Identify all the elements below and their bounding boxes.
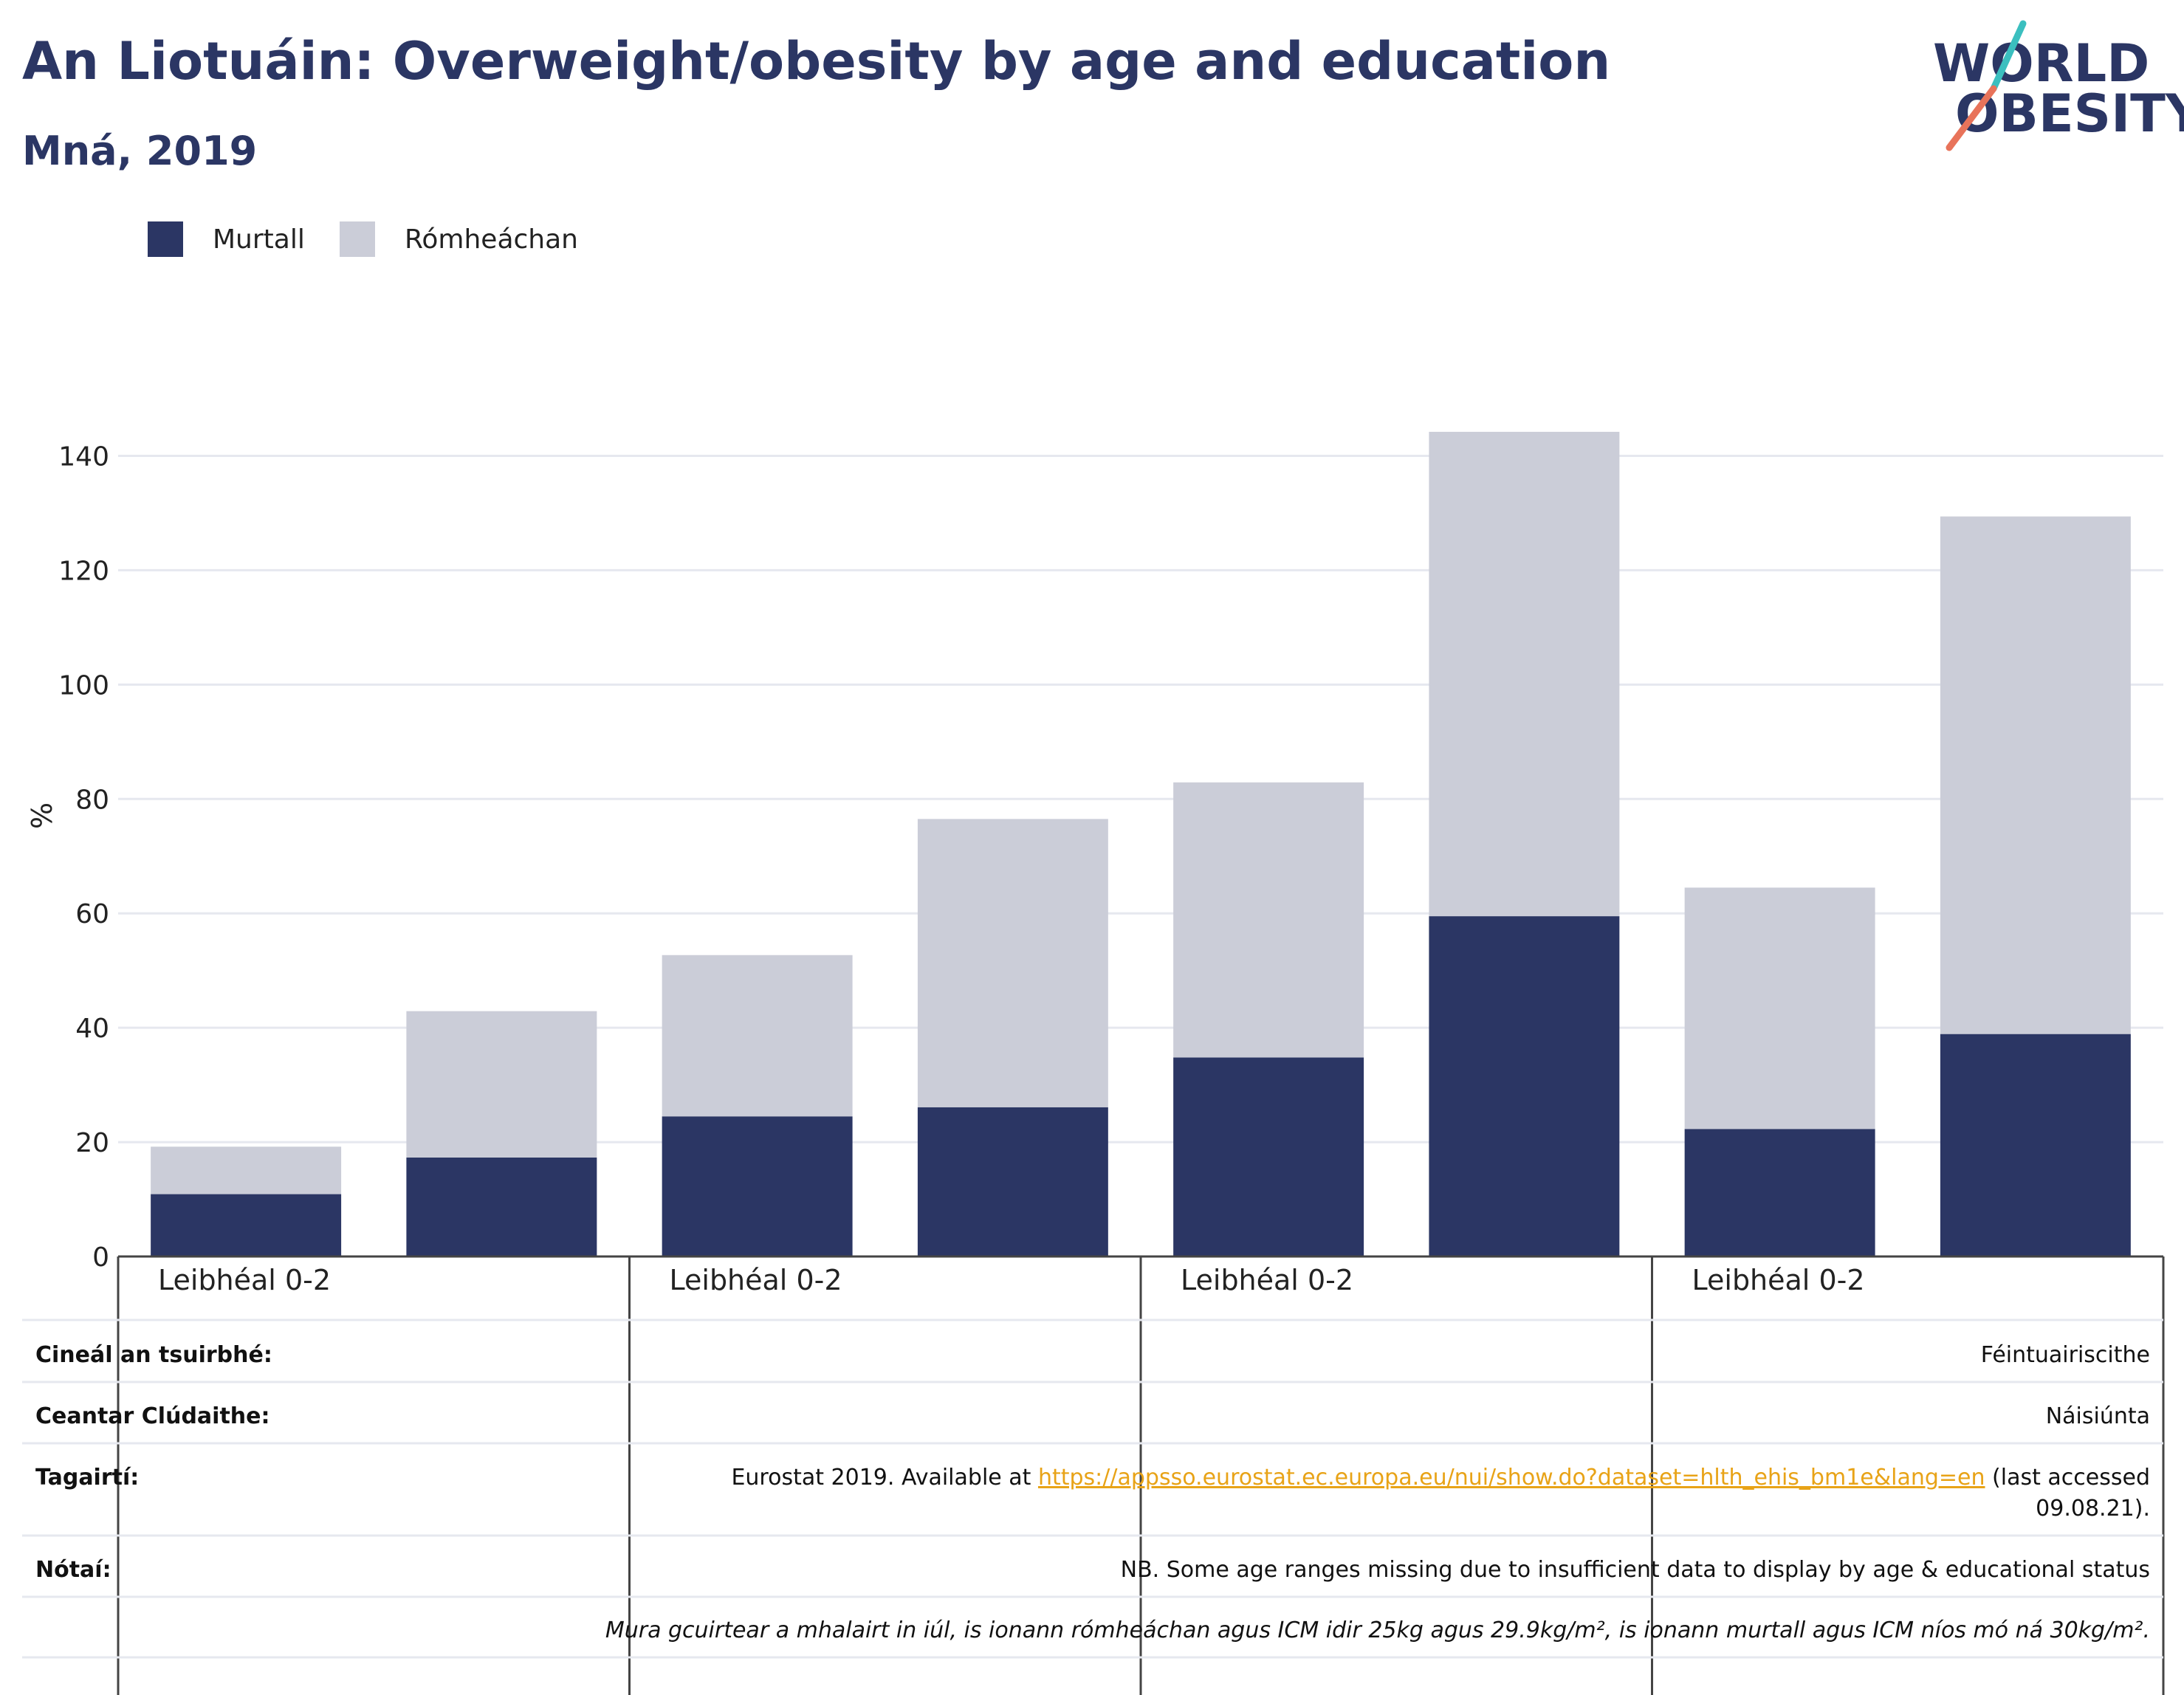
reference-link[interactable]: https://appsso.eurostat.ec.europa.eu/nui… [1038,1465,1985,1491]
legend-swatch-obese [148,221,183,257]
bar-overweight [1940,516,2131,1034]
y-axis-label: % [26,802,58,829]
y-tick-label: 40 [75,1014,109,1044]
row-label-survey-type: Cineál an tsuirbhé: [35,1342,272,1368]
row-value-survey-type: Féintuairiscithe [1981,1342,2150,1368]
group-label: Leibhéal 0-2 [158,1264,331,1296]
bar-obese [1684,1129,1875,1256]
bars [118,431,2163,1258]
bar-overweight [1429,431,1620,917]
y-tick-label: 60 [75,899,109,929]
row-label-notes: Nótaí: [35,1557,111,1583]
legend-label-obese: Murtall [213,224,305,255]
logo-slash-top [1990,20,2027,92]
chart-subtitle: Mná, 2019 [22,128,257,174]
group-label: Leibhéal 0-2 [1692,1264,1865,1296]
chart-title: An Liotuáin: Overweight/obesity by age a… [22,31,1610,92]
logo-line1: WORLD [1933,33,2149,94]
row-label-coverage: Ceantar Clúdaithe: [35,1403,270,1429]
bar-overweight [1173,782,1364,1058]
x-group-labels: Leibhéal 0-2 Leibhéal 0-2 Leibhéal 0-2 Leib… [117,1256,2165,1695]
row-value-references-line2: 09.08.21). [2036,1496,2150,1522]
bar-obese [151,1194,342,1256]
reference-suffix: (last accessed [1985,1465,2150,1491]
bar-obese [1429,916,1620,1256]
legend-label-overweight: Rómheáchan [405,224,578,255]
row-value-definition: Mura gcuirtear a mhalairt in iúl, is ion… [605,1617,2150,1643]
bar-obese [917,1107,1108,1256]
bar-obese [1940,1034,2131,1256]
row-label-references: Tagairtí: [35,1465,139,1491]
row-value-references: Eurostat 2019. Available at https://apps… [731,1465,2150,1491]
bar-overweight [1684,887,1875,1130]
reference-prefix: Eurostat 2019. Available at [731,1465,1038,1491]
y-tick-label: 100 [58,670,109,701]
world-obesity-logo: WORLD OBESITY [1933,20,2184,151]
bar-overweight [151,1146,342,1194]
info-table: Cineál an tsuirbhé: Féintuairiscithe Cea… [22,1318,2163,1659]
bar-overweight [662,955,853,1117]
bar-obese [662,1116,853,1256]
y-tick-label: 0 [92,1242,109,1273]
y-tick-label: 80 [75,785,109,815]
y-tick-label: 120 [58,556,109,586]
logo-slash-bottom [1946,85,1997,151]
row-value-coverage: Náisiúnta [2046,1403,2150,1429]
bar-overweight [406,1011,597,1158]
legend: Murtall Rómheáchan [148,221,578,257]
bar-obese [406,1157,597,1256]
bar-obese [1173,1057,1364,1256]
legend-swatch-overweight [340,221,375,257]
row-value-notes: NB. Some age ranges missing due to insuf… [1121,1557,2150,1583]
y-tick-label: 140 [58,441,109,472]
y-axis-ticks: 0 20 40 60 80 100 120 140 [58,441,109,1273]
bar-overweight [917,819,1108,1107]
group-label: Leibhéal 0-2 [1181,1264,1353,1296]
y-tick-label: 20 [75,1128,109,1158]
group-label: Leibhéal 0-2 [670,1264,842,1296]
